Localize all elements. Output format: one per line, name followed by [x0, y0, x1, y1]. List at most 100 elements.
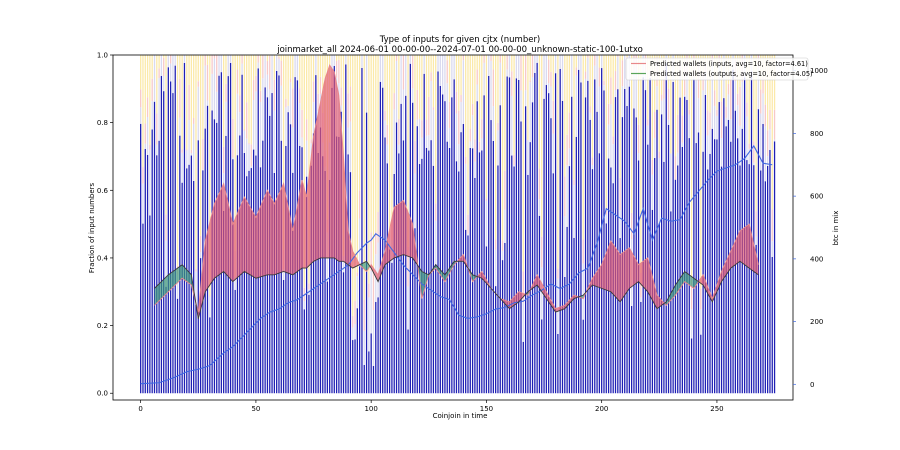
- bar-149-seg2: [483, 55, 485, 63]
- bar-8-seg0: [158, 140, 160, 394]
- bar-3-seg0: [146, 154, 149, 394]
- bar-142-seg0: [467, 235, 469, 394]
- bar-155-seg1: [497, 130, 499, 166]
- bar-154-seg1: [495, 249, 497, 287]
- bar-112-seg1: [398, 144, 400, 154]
- bar-185-seg3: [566, 55, 568, 135]
- fill-segment: [600, 264, 602, 289]
- bar-261-seg1: [741, 81, 743, 129]
- bar-192-seg3: [582, 55, 584, 240]
- fill-segment: [539, 279, 541, 291]
- bar-230-seg3: [670, 55, 672, 154]
- bar-250-seg0: [716, 139, 718, 394]
- bar-229-seg2: [667, 88, 670, 120]
- bar-201-seg1: [603, 85, 605, 91]
- x-tick-label: 250: [710, 405, 723, 413]
- bar-171-seg2: [534, 55, 536, 56]
- fill-segment: [657, 295, 659, 309]
- bar-225-seg0: [658, 223, 660, 394]
- bar-247-seg3: [709, 55, 711, 113]
- bar-110-seg3: [393, 55, 395, 94]
- fill-segment: [333, 70, 335, 258]
- fill-segment: [306, 186, 308, 269]
- bar-3-seg3: [146, 55, 149, 98]
- fill-segment: [537, 274, 539, 287]
- bar-43-seg3: [239, 55, 241, 96]
- fill-segment: [228, 203, 230, 278]
- bar-46-seg2: [246, 102, 248, 139]
- bar-22-seg3: [190, 55, 193, 150]
- fill-segment: [308, 166, 311, 266]
- bar-162-seg2: [513, 154, 515, 166]
- fill-segment: [404, 203, 406, 256]
- bar-184-seg3: [564, 55, 566, 177]
- bar-143-seg0: [469, 147, 471, 394]
- bar-117-seg1: [409, 55, 411, 64]
- bar-186-seg1: [568, 148, 571, 167]
- axes: 0 50 100 150 200 250 0.0 0.2 0.4 0.6 0.8 1.0 0 200 400…: [97, 52, 828, 414]
- fill-segment: [207, 227, 209, 289]
- fill-segment: [597, 269, 599, 288]
- bar-179-seg3: [552, 55, 554, 101]
- fill-segment: [246, 201, 248, 274]
- bar-67-seg1: [294, 55, 296, 78]
- bar-208-seg3: [619, 55, 621, 178]
- bar-119-seg2: [414, 140, 416, 174]
- bar-190-seg0: [577, 69, 580, 394]
- bar-146-seg3: [476, 55, 478, 70]
- bar-86-seg3: [338, 55, 340, 60]
- bar-238-seg2: [688, 109, 690, 115]
- fill-segment: [650, 267, 652, 299]
- bar-192-seg2: [582, 239, 584, 264]
- bar-239-seg3: [690, 55, 693, 278]
- fill-segment: [217, 193, 220, 276]
- bar-267-seg0: [755, 244, 757, 394]
- bar-231-seg0: [672, 81, 674, 394]
- bar-27-seg3: [202, 55, 204, 139]
- fill-segment: [598, 268, 600, 288]
- bar-247-seg2: [709, 112, 711, 131]
- bar-144-seg3: [471, 55, 474, 104]
- bar-102-seg0: [375, 301, 377, 394]
- fill-segment: [410, 218, 412, 258]
- bar-269-seg0: [760, 170, 762, 394]
- inputs-line: [154, 64, 759, 313]
- fill-segment: [397, 203, 399, 257]
- bar-223-seg1: [654, 137, 656, 159]
- bar-64-seg1: [287, 105, 289, 113]
- fill-segment: [725, 261, 727, 277]
- fill-segment: [310, 156, 312, 265]
- bar-116-seg0: [407, 329, 409, 394]
- fill-segment: [300, 180, 303, 269]
- bar-195-seg0: [589, 119, 591, 394]
- bar-10-seg0: [163, 91, 165, 394]
- fill-segment: [243, 197, 245, 273]
- bar-219-seg1: [644, 72, 647, 91]
- bar-124-seg3: [425, 55, 428, 120]
- bar-103-seg1: [377, 242, 379, 298]
- fill-segment: [682, 273, 684, 285]
- bar-78-seg3: [319, 55, 322, 77]
- bar-255-seg2: [727, 84, 730, 95]
- bar-125-seg1: [428, 135, 430, 151]
- bar-105-seg2: [382, 55, 384, 56]
- bar-147-seg1: [478, 150, 481, 153]
- bar-274-seg0: [771, 256, 773, 394]
- bar-118-seg1: [412, 88, 414, 103]
- bar-273-seg0: [769, 149, 771, 394]
- bar-223-seg2: [654, 112, 656, 138]
- bar-91-seg0: [349, 172, 352, 394]
- bar-143-seg3: [469, 55, 471, 129]
- bar-20-seg2: [186, 149, 188, 151]
- bar-93-seg1: [354, 324, 356, 340]
- x-tick-label: 150: [480, 405, 493, 413]
- bar-181-seg0: [557, 333, 559, 394]
- bar-213-seg3: [631, 55, 633, 213]
- y-tick-label: 0.0: [97, 390, 108, 398]
- bar-24-seg1: [195, 271, 197, 305]
- bar-14-seg0: [172, 93, 174, 394]
- bar-93-seg0: [354, 339, 356, 394]
- bar-53-seg2: [262, 55, 264, 79]
- fill-segment: [342, 141, 344, 262]
- bar-91-seg1: [349, 121, 352, 173]
